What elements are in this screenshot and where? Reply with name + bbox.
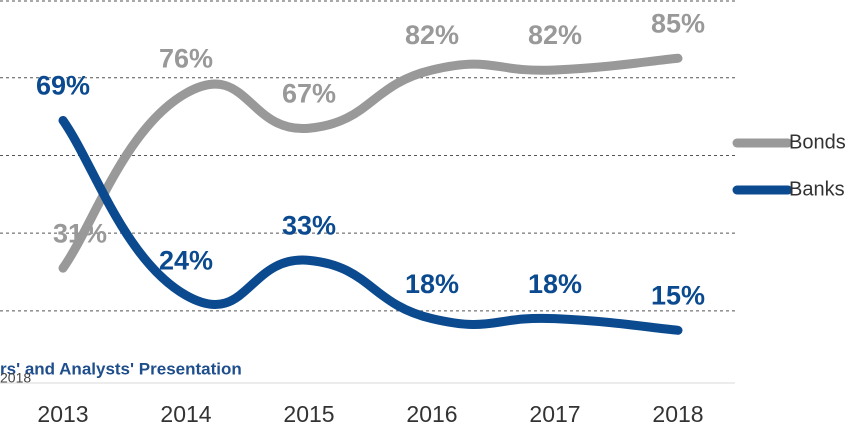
legend-label: Bonds (789, 131, 846, 153)
data-label: 24% (159, 245, 213, 275)
x-tick-label: 2017 (529, 401, 580, 427)
data-label: 85% (651, 8, 705, 38)
series-line (58, 53, 683, 273)
x-tick-label: 2016 (406, 401, 457, 427)
data-label: 82% (405, 20, 459, 50)
data-label: 18% (528, 269, 582, 299)
x-tick-label: 2018 (652, 401, 703, 427)
data-label: 67% (282, 78, 336, 108)
series-line (58, 115, 683, 335)
x-tick-label: 2014 (160, 401, 211, 427)
x-tick-label: 2013 (37, 401, 88, 427)
data-label: 82% (528, 20, 582, 50)
data-label: 69% (36, 71, 90, 101)
footer-title: rs' and Analysts' Presentation (0, 359, 242, 378)
data-label: 33% (282, 210, 336, 240)
data-label: 31% (53, 218, 107, 248)
data-label: 18% (405, 269, 459, 299)
x-tick-label: 2015 (283, 401, 334, 427)
legend-label: Banks (789, 178, 845, 200)
data-label: 15% (651, 280, 705, 310)
data-label: 76% (159, 43, 213, 73)
footer-date: 2018 (0, 370, 31, 386)
